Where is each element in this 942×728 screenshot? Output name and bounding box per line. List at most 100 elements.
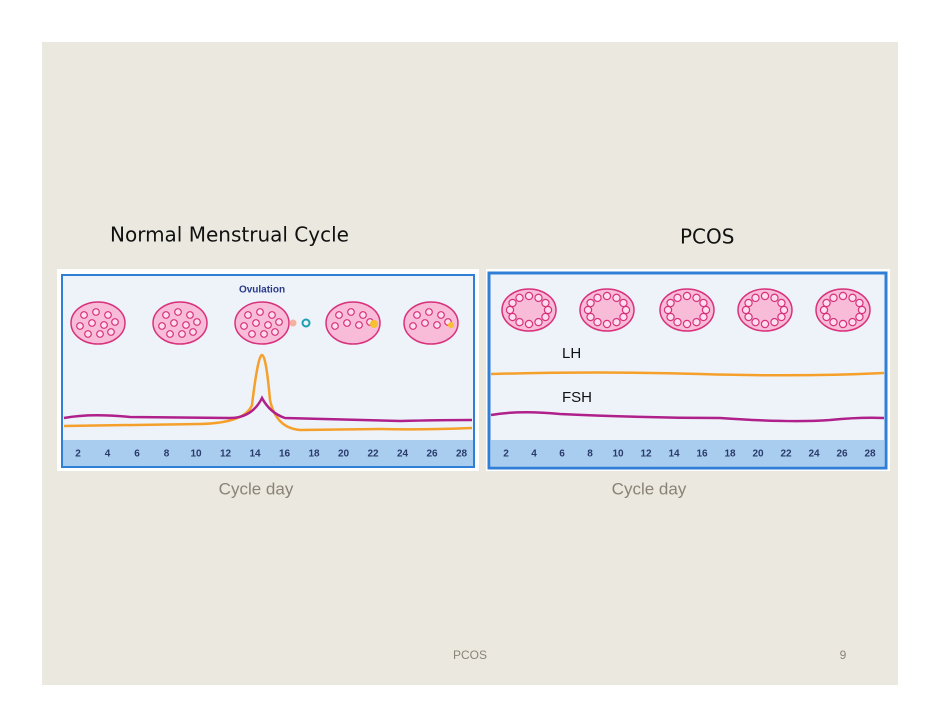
corpus <box>370 320 378 328</box>
pcos-follicle <box>815 288 871 332</box>
follicle-dot <box>437 311 445 319</box>
day-label: 26 <box>836 449 848 460</box>
follicle-dot <box>186 311 194 319</box>
cyst <box>829 317 838 327</box>
cyst <box>534 317 543 327</box>
day-label: 16 <box>279 449 291 460</box>
follicle-dot <box>425 308 433 316</box>
cyst <box>751 317 760 327</box>
cyst <box>619 298 628 308</box>
cyst <box>508 312 517 322</box>
day-label: 24 <box>808 449 820 460</box>
day-label: 18 <box>308 449 320 460</box>
pcos-follicle <box>737 288 793 332</box>
follicle-dot <box>170 319 178 327</box>
day-label: 18 <box>724 449 736 460</box>
cyst <box>760 291 770 301</box>
cyst <box>524 291 534 301</box>
day-label: 8 <box>164 449 170 460</box>
follicle-dot <box>174 308 182 316</box>
pcos-follicle <box>501 288 557 332</box>
follicle-dot <box>271 328 279 336</box>
cyst <box>855 312 864 322</box>
egg-released <box>301 318 311 328</box>
cyst <box>612 293 621 303</box>
pcos-follicle <box>659 288 715 332</box>
follicle-dot <box>413 311 421 319</box>
follicle-dot <box>96 330 104 338</box>
cyst <box>666 312 675 322</box>
fsh-curve-pcos <box>490 410 885 423</box>
cyst <box>838 291 848 301</box>
cyst <box>692 293 701 303</box>
day-label: 28 <box>456 449 468 460</box>
cyst <box>586 312 595 322</box>
follicle-dot <box>76 322 84 330</box>
follicle-dot <box>343 319 351 327</box>
follicle-dot <box>100 321 108 329</box>
right-day-bar <box>491 440 884 466</box>
cyst <box>848 293 857 303</box>
cyst <box>699 298 708 308</box>
follicle-dot <box>355 321 363 329</box>
fsh-curve-normal <box>63 395 473 423</box>
follicle-dot <box>275 318 283 326</box>
cyst <box>701 305 711 315</box>
cyst <box>541 298 550 308</box>
day-label: 14 <box>249 449 261 460</box>
cyst <box>602 291 612 301</box>
follicle-dot <box>260 330 268 338</box>
day-label: 20 <box>752 449 764 460</box>
corpus <box>448 322 454 328</box>
cyst <box>508 298 517 308</box>
cyst <box>760 319 770 329</box>
cyst <box>692 317 701 327</box>
cyst <box>682 319 692 329</box>
follicle-dot <box>268 311 276 319</box>
lh-curve-normal <box>63 353 473 432</box>
cyst <box>770 293 779 303</box>
follicle-dot <box>359 311 367 319</box>
day-label: 28 <box>864 449 876 460</box>
fsh-label: FSH <box>562 389 592 406</box>
follicle-dot <box>252 319 260 327</box>
cyst <box>663 305 673 315</box>
follicle-dot <box>244 311 252 319</box>
follicle-dot <box>331 322 339 330</box>
cyst <box>612 317 621 327</box>
day-label: 12 <box>640 449 652 460</box>
right-title: PCOS <box>680 225 734 249</box>
cyst <box>777 312 786 322</box>
cyst <box>855 298 864 308</box>
cyst <box>583 305 593 315</box>
cyst <box>586 298 595 308</box>
day-label: 10 <box>190 449 202 460</box>
cyst <box>543 305 553 315</box>
lh-curve-pcos <box>490 371 885 377</box>
cyst <box>838 319 848 329</box>
follicle-dot <box>158 322 166 330</box>
cyst <box>666 298 675 308</box>
cyst <box>682 291 692 301</box>
cyst <box>777 298 786 308</box>
cyst <box>505 305 515 315</box>
follicle-dot <box>104 311 112 319</box>
cyst <box>829 293 838 303</box>
follicle-dot <box>433 321 441 329</box>
cyst <box>541 312 550 322</box>
follicle-dot <box>347 308 355 316</box>
follicle-dot <box>80 311 88 319</box>
day-label: 22 <box>780 449 792 460</box>
day-label: 26 <box>426 449 438 460</box>
day-label: 4 <box>531 449 537 460</box>
cyst <box>593 317 602 327</box>
day-label: 6 <box>134 449 140 460</box>
day-label: 10 <box>612 449 624 460</box>
cyst <box>848 317 857 327</box>
cyst <box>857 305 867 315</box>
follicle-dot <box>182 321 190 329</box>
cyst <box>819 305 829 315</box>
day-label: 24 <box>397 449 409 460</box>
egg <box>289 319 297 327</box>
